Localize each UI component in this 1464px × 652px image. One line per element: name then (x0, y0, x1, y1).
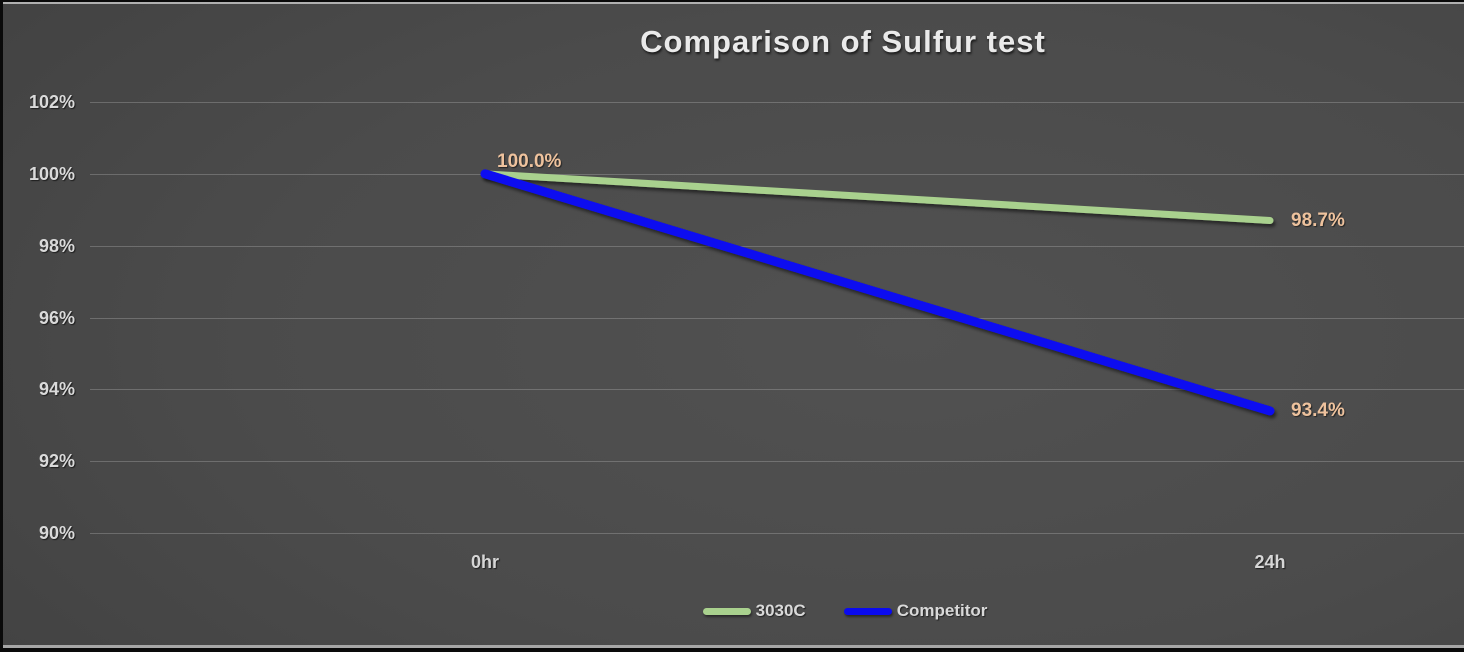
x-tick-label: 0hr (470, 552, 500, 572)
y-tick-label: 102% (28, 92, 75, 112)
series-line-Competitor (480, 169, 1275, 416)
legend-swatch-Competitor (843, 607, 892, 615)
legend-item-3030C: 3030C (702, 601, 806, 621)
chart-title: Comparison of Sulfur test (640, 24, 1046, 59)
legend-swatch-3030C (702, 607, 751, 615)
gridline (90, 533, 1464, 534)
data-label-end-Competitor: 93.4% (1291, 399, 1345, 421)
legend-label: 3030C (755, 601, 806, 620)
gridline (90, 246, 1464, 247)
gridline (90, 102, 1464, 103)
y-tick-label: 98% (38, 236, 75, 256)
series-line-3030C (481, 170, 1274, 225)
legend-label: Competitor (896, 601, 988, 620)
y-tick-label: 92% (38, 451, 75, 471)
y-tick-label: 96% (38, 308, 75, 328)
y-tick-label: 100% (28, 164, 75, 184)
y-tick-label: 94% (38, 379, 75, 399)
gridline (90, 389, 1464, 390)
data-label-end-3030C: 98.7% (1291, 209, 1345, 231)
y-tick-label: 90% (38, 523, 75, 543)
x-tick-label: 24h (1254, 552, 1286, 572)
chart-background (3, 2, 1464, 648)
data-label-start: 100.0% (497, 150, 562, 172)
gridline (90, 461, 1464, 462)
gridline (90, 318, 1464, 319)
legend-item-Competitor: Competitor (843, 601, 988, 621)
legend: 3030C Competitor (0, 601, 1464, 621)
gridline (90, 174, 1464, 175)
